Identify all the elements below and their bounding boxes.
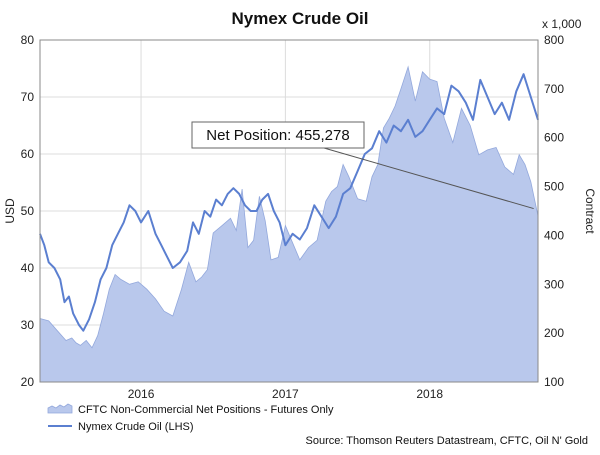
net-positions-area <box>39 65 539 383</box>
left-axis-ticks: 20 30 40 50 60 70 80 <box>21 33 35 389</box>
x-axis-ticks: 2016 2017 2018 <box>128 387 444 401</box>
area-layer <box>39 65 539 383</box>
right-tick-label: 300 <box>544 277 564 291</box>
left-tick-label: 70 <box>21 90 35 104</box>
right-tick-label: 800 <box>544 33 564 47</box>
legend-label-area: CFTC Non-Commercial Net Positions - Futu… <box>78 404 334 416</box>
annotation-leader-line <box>323 147 534 210</box>
x-tick-label: 2018 <box>416 387 443 401</box>
legend-area-swatch <box>47 403 73 414</box>
right-axis-ticks: 100 200 300 400 500 600 700 800 <box>544 33 564 389</box>
annotation-box <box>191 121 365 149</box>
left-axis-title: USD <box>3 198 17 224</box>
left-tick-label: 40 <box>21 261 35 275</box>
left-tick-label: 80 <box>21 33 35 47</box>
left-tick-label: 20 <box>21 375 35 389</box>
right-tick-label: 700 <box>544 82 564 96</box>
left-tick-label: 50 <box>21 204 35 218</box>
chart-title: Nymex Crude Oil <box>232 9 369 28</box>
right-axis-title: Contract <box>583 188 597 234</box>
legend-label-line: Nymex Crude Oil (LHS) <box>78 421 194 433</box>
right-tick-label: 100 <box>544 375 564 389</box>
right-tick-label: 500 <box>544 180 564 194</box>
x-tick-label: 2017 <box>272 387 299 401</box>
right-axis-multiplier: x 1,000 <box>542 17 582 31</box>
plot-frame <box>39 39 539 383</box>
legend: CFTC Non-Commercial Net Positions - Futu… <box>47 403 334 433</box>
annotation-text: Net Position: 455,278 <box>206 127 349 144</box>
line-layer <box>39 73 539 332</box>
crude-oil-line <box>39 73 539 332</box>
legend-item-area: CFTC Non-Commercial Net Positions - Futu… <box>47 403 334 416</box>
right-tick-label: 400 <box>544 228 564 242</box>
legend-item-line: Nymex Crude Oil (LHS) <box>48 421 194 433</box>
right-tick-label: 200 <box>544 326 564 340</box>
left-tick-label: 30 <box>21 318 35 332</box>
annotation-layer: Net Position: 455,278 <box>191 121 534 210</box>
source-note: Source: Thomson Reuters Datastream, CFTC… <box>306 435 589 447</box>
right-tick-label: 600 <box>544 131 564 145</box>
left-tick-label: 60 <box>21 147 35 161</box>
x-tick-label: 2016 <box>128 387 155 401</box>
